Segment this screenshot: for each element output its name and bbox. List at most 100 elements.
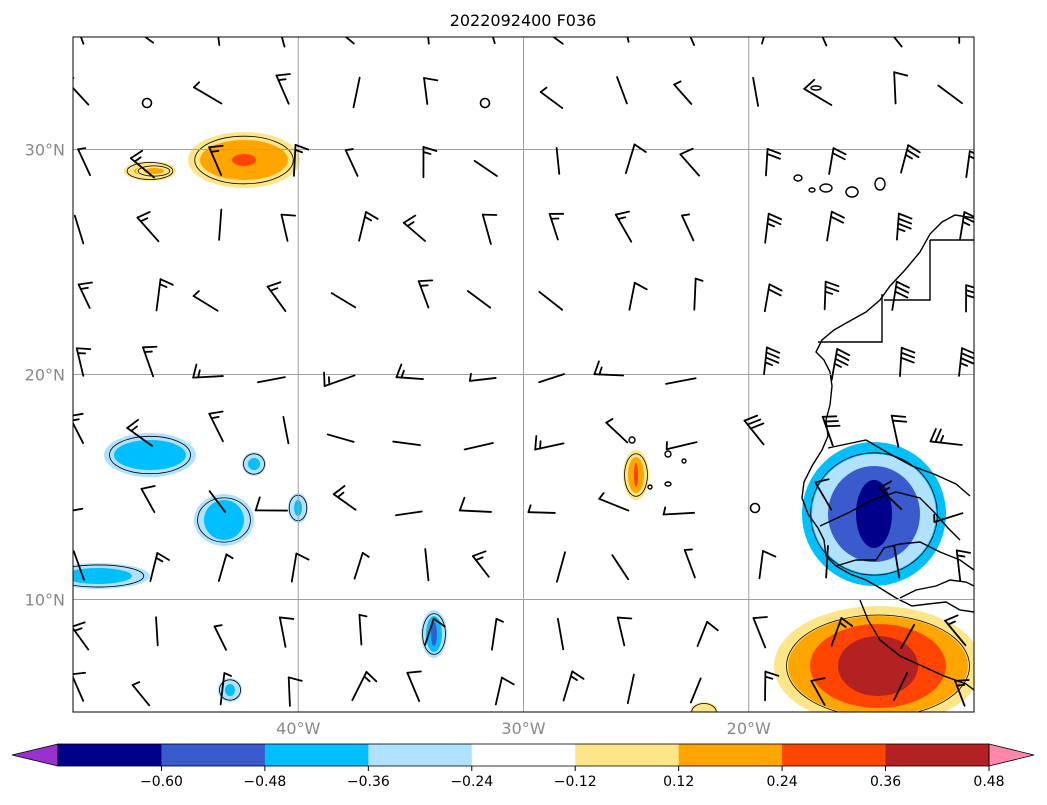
colorbar-box <box>782 744 887 766</box>
contour-region <box>431 622 437 646</box>
wind-barb <box>878 480 903 511</box>
wind-barb <box>129 149 155 179</box>
colorbar: −0.60 −0.48 −0.36 −0.24 −0.12 0.12 0.24 0.36 0.4… <box>11 743 1035 790</box>
contour-line <box>126 162 174 180</box>
wind-barb <box>900 144 921 174</box>
wind-barb <box>208 144 224 176</box>
wind-barb <box>616 616 633 647</box>
wind-barb <box>548 212 565 241</box>
wind-barb <box>614 210 633 243</box>
wind-barb <box>765 148 782 177</box>
wind-barb <box>73 77 90 106</box>
wind-barb <box>893 71 909 105</box>
wind-barb <box>937 84 963 105</box>
wind-barb <box>494 676 515 706</box>
wind-barb <box>814 478 833 511</box>
wind-barb <box>955 549 972 582</box>
colorbar-box <box>885 744 990 766</box>
wind-barb <box>290 552 310 583</box>
wind-barb <box>823 280 840 311</box>
wind-barb <box>696 620 719 647</box>
lon-tick-label: 30°W <box>501 719 545 738</box>
wind-barb <box>217 37 221 46</box>
wind-barb <box>605 418 629 444</box>
wind-barb <box>468 372 497 382</box>
wind-barb <box>764 670 780 702</box>
wind-barb <box>208 410 224 443</box>
wind-barb <box>683 548 696 579</box>
wind-barb <box>828 147 847 175</box>
wind-barb <box>254 496 289 512</box>
wind-barb <box>900 623 916 649</box>
wind-barb <box>616 76 628 105</box>
wind-barb <box>136 211 160 243</box>
wind-barb <box>330 292 357 309</box>
colorbar-tick-label: −0.48 <box>243 774 286 790</box>
contour-region <box>838 636 918 696</box>
wind-barb <box>492 37 496 45</box>
wind-barb <box>624 143 647 175</box>
wind-barb <box>417 279 434 309</box>
wind-barb <box>539 86 564 109</box>
wind-barb <box>73 412 84 444</box>
wind-barb <box>764 212 783 244</box>
wind-barb <box>954 679 970 707</box>
contour-region <box>248 458 260 470</box>
wind-barb <box>218 208 223 241</box>
lon-tick-label: 40°W <box>276 719 320 738</box>
contour-region <box>232 154 256 166</box>
wind-barb <box>217 553 234 582</box>
wind-barb <box>821 415 841 447</box>
wind-barb <box>463 442 494 451</box>
wind-barb <box>534 435 565 451</box>
latitude-labels: 30°N 20°N 10°N <box>25 141 65 610</box>
wind-barb <box>763 346 781 375</box>
wind-barb <box>192 363 224 379</box>
wind-barb <box>679 147 700 177</box>
wind-barbs <box>73 37 974 707</box>
colorbar-tick-label: −0.60 <box>140 774 183 790</box>
contour-region <box>690 702 718 712</box>
wind-barb <box>344 148 359 177</box>
wind-barb <box>471 550 490 578</box>
contour-line <box>194 135 294 185</box>
wind-barb <box>556 551 566 583</box>
wind-barb <box>344 37 355 45</box>
colorbar-box <box>264 744 369 766</box>
contour-line <box>109 435 191 475</box>
wind-barb <box>126 418 153 447</box>
contour-line <box>422 613 446 655</box>
contour-region <box>634 463 638 487</box>
wind-barb <box>287 676 303 707</box>
wind-barb <box>555 146 561 175</box>
wind-barb <box>280 37 286 48</box>
wind-barb <box>332 485 357 511</box>
wind-barb <box>278 616 295 648</box>
calm-marker <box>141 97 153 109</box>
wind-barb <box>552 37 564 45</box>
wind-barb <box>959 211 974 241</box>
map-frame <box>72 36 975 713</box>
wind-barb <box>893 545 901 579</box>
wind-barb <box>761 37 765 45</box>
wind-barb <box>280 213 296 242</box>
wind-barb <box>473 159 498 177</box>
wind-barb <box>830 348 851 381</box>
wind-barb <box>628 281 648 311</box>
map-area <box>73 37 974 712</box>
wind-barb <box>598 492 630 512</box>
wind-barb <box>75 347 92 377</box>
wind-barb <box>149 552 170 583</box>
lat-tick-label: 10°N <box>25 591 65 610</box>
contour-line <box>243 453 265 475</box>
wind-barb <box>556 617 565 651</box>
wind-barb <box>830 617 854 647</box>
wind-barb <box>219 672 232 706</box>
wind-barb <box>763 283 783 313</box>
wind-barb <box>821 37 828 47</box>
wind-barb <box>681 213 695 242</box>
wind-barb <box>562 670 585 702</box>
wind-barb <box>689 37 696 46</box>
wind-barb <box>538 373 565 384</box>
